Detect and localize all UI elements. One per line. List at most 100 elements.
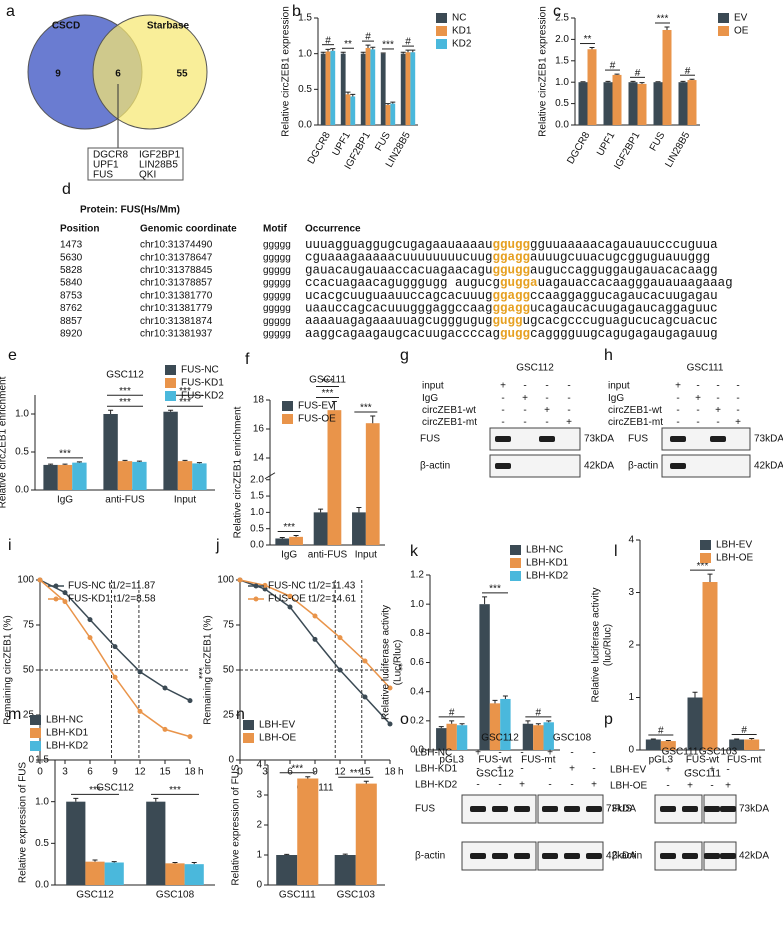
x-tick-label: 0 [37, 767, 43, 778]
significance: # [536, 707, 542, 718]
legend-marker [253, 583, 259, 589]
panel-label: l [614, 543, 618, 560]
legend-label: LBH-NC [526, 545, 563, 556]
error-bar [331, 400, 337, 411]
error-bar [438, 726, 444, 729]
motif-match: ggagg [493, 289, 531, 303]
table-header: Occurrence [305, 224, 361, 235]
legend-label: LBH-OE [259, 733, 297, 744]
y-tick-label: 1.0 [298, 48, 312, 59]
y-tick-label: 2.5 [555, 13, 569, 24]
legend-label: LBH-KD1 [526, 558, 569, 569]
sign: - [716, 417, 719, 428]
legend-swatch [718, 26, 729, 36]
legend-label: LBH-EV [259, 720, 295, 731]
bar [320, 53, 326, 125]
bar [390, 103, 396, 125]
bar [533, 725, 544, 750]
legend-label: KD2 [452, 39, 472, 50]
sign: - [736, 393, 739, 404]
bar [297, 778, 319, 885]
x-tick-label: 6 [87, 767, 93, 778]
sign: + [522, 393, 528, 404]
blot-band [720, 806, 736, 812]
bar [687, 80, 697, 125]
error-bar [48, 463, 54, 465]
error-bar [365, 44, 371, 48]
legend-label: FUS-NC t1/2=11.43 [268, 581, 356, 592]
y-axis-label: Relative circZEB1 expression [281, 6, 292, 137]
legend-label: FUS-OE t1/2=14.61 [268, 594, 357, 605]
x-tick-label: 3 [262, 767, 268, 778]
table-header: Genomic coordinate [140, 224, 237, 235]
error-bar [279, 536, 285, 539]
band-label: FUS [628, 434, 648, 445]
x-tick-label: FUS-wt [478, 755, 512, 766]
y-tick-label: 1.5 [555, 55, 569, 66]
x-axis-label: GSC112 [96, 783, 134, 794]
position: 8753 [60, 290, 83, 301]
y-tick-label: 0.5 [298, 84, 312, 95]
sign: - [676, 393, 679, 404]
legend-label: LBH-NC [46, 715, 83, 726]
band-size: 73kDA [606, 804, 636, 815]
chart-title: GSC112 [106, 370, 144, 381]
blot-band [682, 853, 698, 859]
sign: - [498, 748, 501, 759]
motif-match: ggugg [493, 264, 531, 278]
bar [103, 414, 118, 490]
table-title: Protein: FUS(Hs/Mm) [80, 205, 180, 216]
y-tick-label: 1.0 [250, 507, 264, 518]
significance: *** [697, 561, 709, 572]
sign: - [548, 764, 551, 775]
sign: - [592, 748, 595, 759]
coordinate: chr10:31381770 [140, 290, 213, 301]
blot-band [704, 853, 720, 859]
point [362, 694, 368, 700]
sign: - [501, 405, 504, 416]
legend-swatch [436, 13, 447, 23]
bar [57, 464, 73, 490]
position: 8920 [60, 329, 83, 340]
error-bar [111, 861, 117, 863]
error-bar [360, 51, 366, 54]
significance: # [449, 707, 455, 718]
error-bar [546, 720, 552, 723]
occurrence: ucacgcuuguaauuccagcacuuugggaggccaaggaggu… [305, 289, 718, 303]
x-tick-label: FUS [373, 130, 393, 153]
y-tick-label: 4 [628, 535, 634, 546]
x-tick-label: 6 [287, 767, 293, 778]
significance: # [610, 61, 616, 72]
error-bar [385, 103, 391, 106]
x-tick-label: 15 [359, 767, 371, 778]
significance: # [405, 37, 411, 48]
error-bar [284, 853, 290, 855]
band-label: β-actin [628, 461, 658, 472]
coordinate: chr10:31374490 [140, 240, 213, 251]
x-tick-label: 9 [312, 767, 318, 778]
significance: *** [119, 386, 131, 397]
blot-band [470, 806, 486, 812]
y-tick-label: 0.0 [35, 880, 49, 891]
occurrence: uaauccagcacuuugggaggccaagggaggucagaucacu… [305, 302, 718, 316]
bar [702, 582, 718, 750]
sign: + [544, 405, 550, 416]
sign: - [696, 405, 699, 416]
motif-match: ggagg [493, 251, 531, 265]
x-tick-label: 12 [334, 767, 346, 778]
coordinate: chr10:31378857 [140, 278, 213, 289]
position: 8762 [60, 303, 83, 314]
condition: input [608, 381, 630, 392]
x-tick-label: GSC103 [337, 890, 376, 901]
sequence: gauacaugauaaccacuagaacagu [305, 264, 493, 278]
point [162, 685, 168, 691]
sign: - [523, 405, 526, 416]
y-tick-label: 50 [223, 665, 235, 676]
bar [163, 411, 178, 490]
x-tick-label: 3 [62, 767, 68, 778]
point [62, 590, 68, 596]
error-bar [535, 723, 541, 726]
band-label: FUS [420, 434, 440, 445]
error-bar [191, 862, 197, 865]
motif: ggggg [263, 252, 291, 263]
